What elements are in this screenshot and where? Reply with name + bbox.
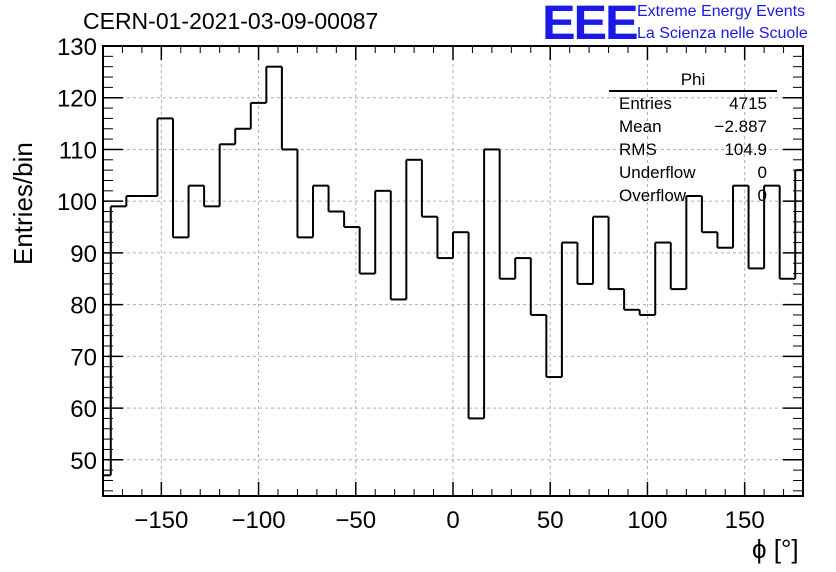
stats-box-title: Phi: [609, 70, 777, 92]
stats-label: Overflow: [619, 186, 687, 205]
y-tick-label: 100: [57, 189, 97, 216]
x-tick-label: 50: [537, 507, 564, 534]
stats-label: RMS: [619, 140, 657, 159]
y-tick-label: 130: [57, 34, 97, 61]
stats-box: Phi Entries 4715 Mean −2.887 RMS 104.9 U…: [609, 70, 777, 207]
logo-tagline-1: Extreme Energy Events: [637, 3, 806, 20]
x-tick-label: 150: [725, 507, 765, 534]
eee-logo: EEE: [542, 0, 639, 50]
y-tick-label: 80: [70, 293, 97, 320]
stats-row-underflow: Underflow 0: [609, 161, 777, 184]
stats-label: Entries: [619, 94, 672, 113]
stats-value: 4715: [729, 94, 767, 113]
stats-label: Mean: [619, 117, 662, 136]
y-tick-label: 120: [57, 86, 97, 113]
stats-value: −2.887: [714, 117, 767, 136]
y-tick-label: 50: [70, 448, 97, 475]
stats-row-entries: Entries 4715: [609, 92, 777, 115]
stats-row-rms: RMS 104.9: [609, 138, 777, 161]
y-tick-label: 90: [70, 241, 97, 268]
stats-row-overflow: Overflow 0: [609, 184, 777, 207]
y-tick-label: 60: [70, 396, 97, 423]
logo-tagline-2: La Scienza nelle Scuole: [637, 25, 808, 42]
stats-row-mean: Mean −2.887: [609, 115, 777, 138]
stats-value: 0: [757, 163, 767, 182]
x-axis-label: ϕ [°]: [752, 534, 799, 564]
stats-value: 104.9: [724, 140, 767, 159]
stats-value: 0: [757, 186, 767, 205]
x-tick-label: −50: [335, 507, 376, 534]
x-tick-label: −100: [232, 507, 286, 534]
y-tick-label: 110: [59, 137, 97, 164]
x-tick-label: 100: [627, 507, 667, 534]
chart-title: CERN-01-2021-03-09-00087: [83, 8, 379, 34]
y-axis-label: Entries/bin: [8, 142, 38, 265]
stats-label: Underflow: [619, 163, 696, 182]
x-tick-label: −150: [134, 507, 188, 534]
y-tick-label: 70: [70, 344, 97, 371]
x-tick-label: 0: [446, 507, 459, 534]
